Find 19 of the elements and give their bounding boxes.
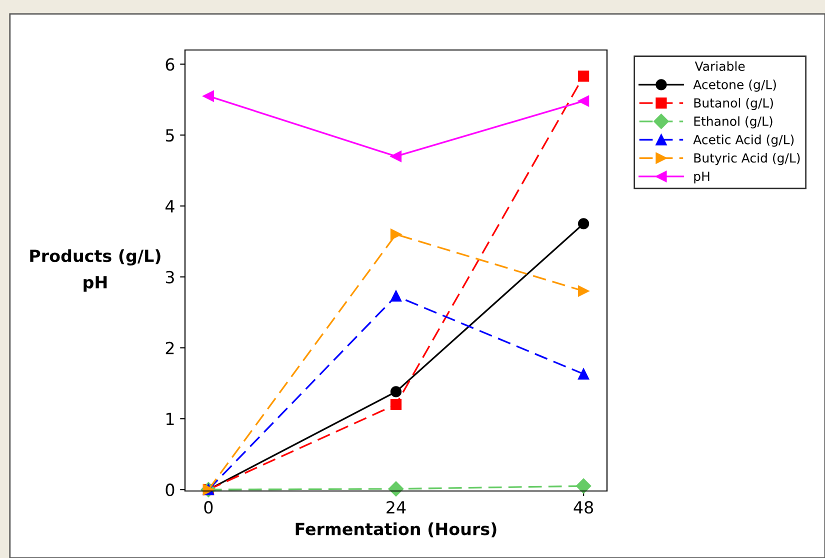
y-tick-label: 4 [165, 200, 174, 212]
y-tick-label: 3 [166, 270, 174, 284]
legend-label: Ethanol (g/L) [694, 116, 772, 128]
legend-label: pH [694, 172, 710, 184]
x-axis-title: Fermentation (Hours) [296, 522, 496, 538]
legend-label: Acetic Acid (g/L) [693, 134, 794, 147]
x-tick-label: 48 [574, 501, 594, 514]
legend-title: Variable [694, 61, 745, 71]
legend-label: Butyric Acid (g/L) [694, 152, 800, 166]
y-tick-label: 5 [166, 129, 174, 142]
x-tick-label: 24 [386, 501, 406, 514]
legend-label: Butanol (g/L) [694, 98, 773, 110]
y-axis-title: Products (g/L) pH [30, 249, 160, 292]
y-tick-label: 0 [166, 484, 174, 496]
y-tick-label: 1 [166, 412, 174, 426]
y-tick-label: 2 [166, 342, 174, 354]
legend-label: Acetone (g/L) [693, 80, 776, 92]
x-tick-label: 0 [204, 501, 213, 514]
y-tick-label: 6 [166, 58, 174, 71]
